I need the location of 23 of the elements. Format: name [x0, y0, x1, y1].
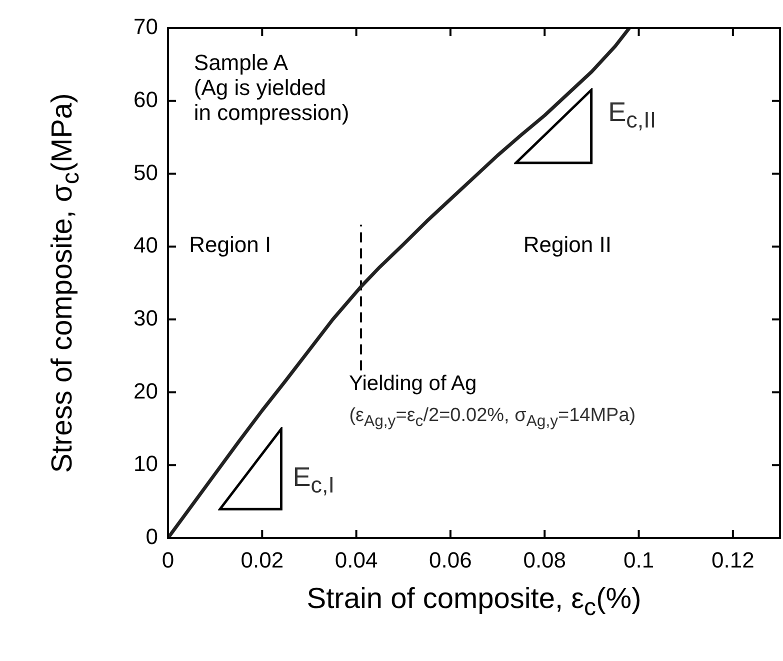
x-tick-label: 0.04	[334, 547, 378, 572]
annotation: Yielding of Ag	[349, 372, 478, 397]
x-tick-label: 0.1	[623, 547, 654, 572]
x-tick-label: 0.06	[429, 547, 472, 572]
y-tick-label: 10	[134, 451, 158, 476]
annotation: E$_{c,I}$	[292, 462, 336, 498]
y-tick-label: 0	[146, 524, 158, 550]
annotation: Region II	[523, 232, 612, 258]
y-tick-label: 60	[134, 86, 158, 112]
annotation: Sample A (Ag is yielded in compression)	[194, 50, 350, 126]
y-tick-label: 70	[134, 14, 158, 40]
annotation: Region I	[189, 232, 272, 258]
annotation: (ε$_{Ag,y}$=ε$_{c}$/2=0.02%, σ$_{Ag,y}$=14MPa)	[349, 405, 637, 432]
annotation: E$_{c,II}$	[608, 97, 658, 134]
x-tick-label: 0.12	[712, 547, 754, 572]
y-tick-label: 50	[134, 160, 158, 185]
x-tick-label: 0.02	[240, 547, 284, 572]
y-tick-label: 30	[134, 305, 158, 330]
x-tick-label: 0	[162, 547, 174, 572]
x-axis-title: Strain of composite, ε$_{c}$(%)	[306, 583, 642, 622]
y-tick-label: 40	[134, 232, 158, 258]
y-tick-label: 20	[134, 378, 158, 404]
x-tick-label: 0.08	[523, 547, 566, 572]
